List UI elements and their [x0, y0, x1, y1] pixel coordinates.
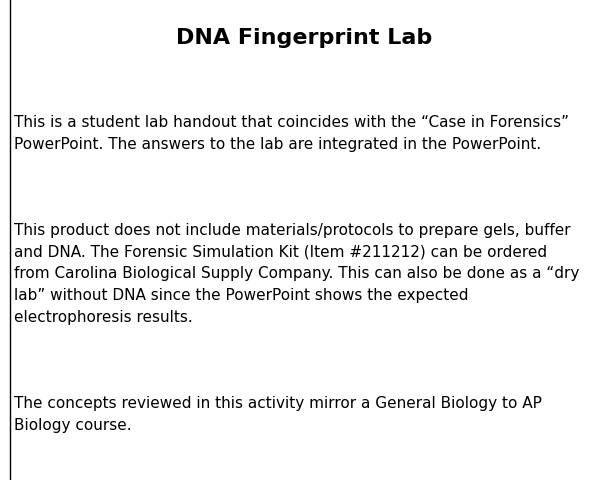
Text: This is a student lab handout that coincides with the “Case in Forensics”
PowerP: This is a student lab handout that coinc… [14, 115, 569, 152]
Text: DNA Fingerprint Lab: DNA Fingerprint Lab [176, 28, 432, 48]
Text: This product does not include materials/protocols to prepare gels, buffer
and DN: This product does not include materials/… [14, 223, 579, 324]
Text: The concepts reviewed in this activity mirror a General Biology to AP
Biology co: The concepts reviewed in this activity m… [14, 396, 542, 432]
